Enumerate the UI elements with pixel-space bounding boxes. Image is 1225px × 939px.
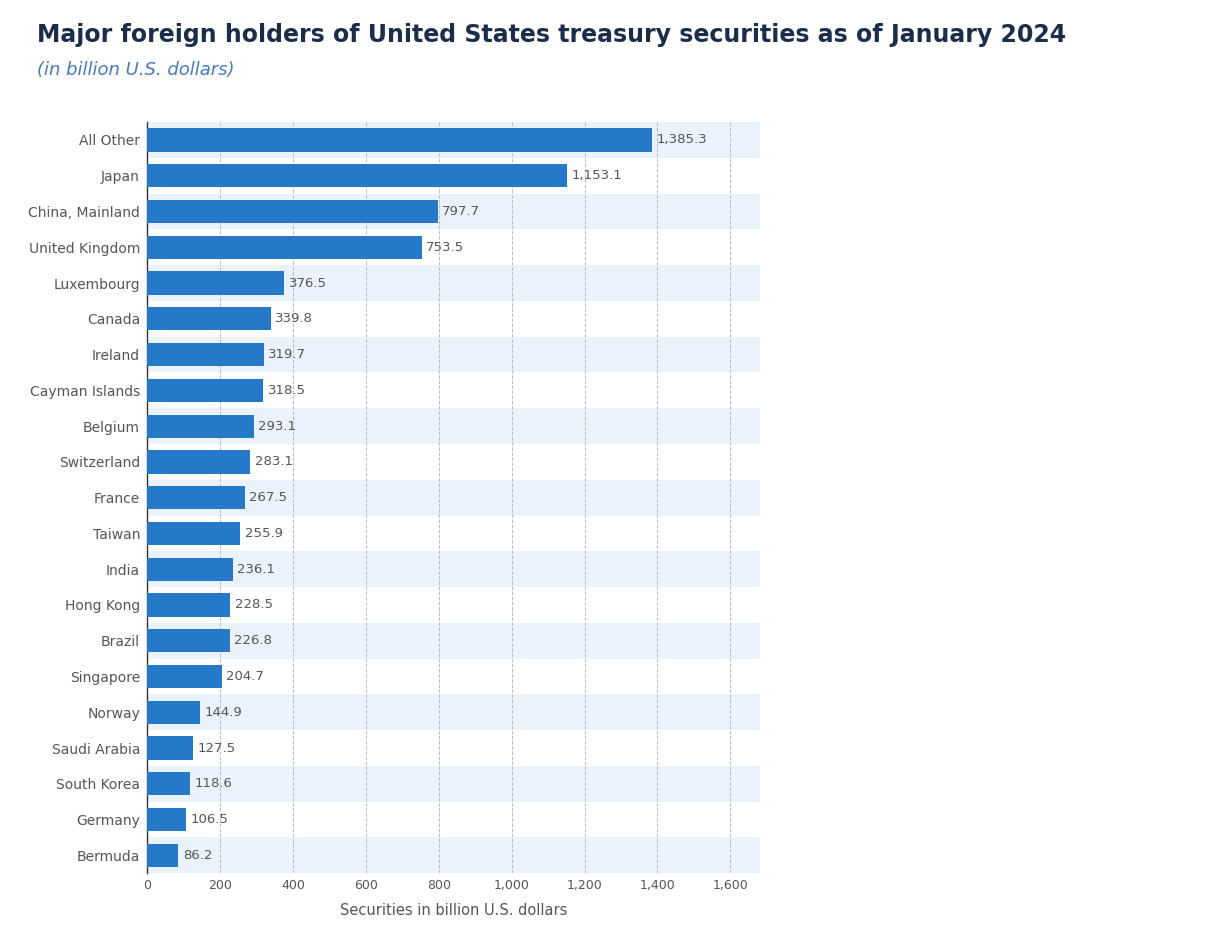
Text: 376.5: 376.5 [289,277,327,289]
Bar [147,658,760,695]
Text: 1,385.3: 1,385.3 [657,133,707,146]
Bar [147,158,760,193]
Text: 267.5: 267.5 [249,491,287,504]
Bar [147,414,254,438]
Bar [147,122,760,158]
Bar [147,444,760,480]
Text: 226.8: 226.8 [234,634,272,647]
Bar [147,838,760,873]
Bar [147,307,271,331]
Text: 293.1: 293.1 [258,420,296,433]
Bar [147,451,250,473]
Bar [147,337,760,373]
Text: 236.1: 236.1 [238,562,276,576]
Bar [147,480,760,516]
Text: 753.5: 753.5 [426,240,464,254]
Text: 86.2: 86.2 [183,849,212,862]
Bar [147,772,190,795]
Bar [147,558,233,581]
Text: 127.5: 127.5 [198,742,236,755]
Bar [147,229,760,265]
Bar [147,522,240,545]
Text: 228.5: 228.5 [235,598,273,611]
Text: 255.9: 255.9 [245,527,283,540]
Bar [147,378,263,402]
Text: 318.5: 318.5 [267,384,305,397]
Bar [147,593,230,617]
Text: 204.7: 204.7 [225,670,263,683]
Text: 319.7: 319.7 [268,348,306,362]
Bar [147,408,760,444]
Bar [147,736,194,760]
Bar [147,486,245,509]
Text: 283.1: 283.1 [255,455,293,469]
Bar [147,265,760,300]
Text: Major foreign holders of United States treasury securities as of January 2024: Major foreign holders of United States t… [37,23,1066,48]
Bar [147,623,760,658]
Bar [147,200,437,223]
Bar [147,193,760,229]
Text: 1,153.1: 1,153.1 [572,169,622,182]
Bar [147,700,200,724]
Bar [147,551,760,587]
Bar [147,695,760,731]
Bar [147,129,652,151]
Text: 797.7: 797.7 [442,205,480,218]
Bar [147,844,179,867]
Bar [147,665,222,688]
Bar [147,373,760,408]
Bar [147,271,284,295]
Bar [147,766,760,802]
Bar [147,343,263,366]
Bar [147,164,567,188]
Bar [147,808,186,831]
Bar [147,587,760,623]
Text: 106.5: 106.5 [190,813,228,826]
Bar [147,802,760,838]
Bar [147,731,760,766]
X-axis label: Securities in billion U.S. dollars: Securities in billion U.S. dollars [339,903,567,918]
Bar [147,516,760,551]
Bar [147,300,760,337]
Text: 144.9: 144.9 [205,706,243,718]
Text: 339.8: 339.8 [276,313,314,325]
Text: (in billion U.S. dollars): (in billion U.S. dollars) [37,61,234,79]
Bar [147,629,230,653]
Text: 118.6: 118.6 [195,777,233,791]
Bar [147,236,421,259]
